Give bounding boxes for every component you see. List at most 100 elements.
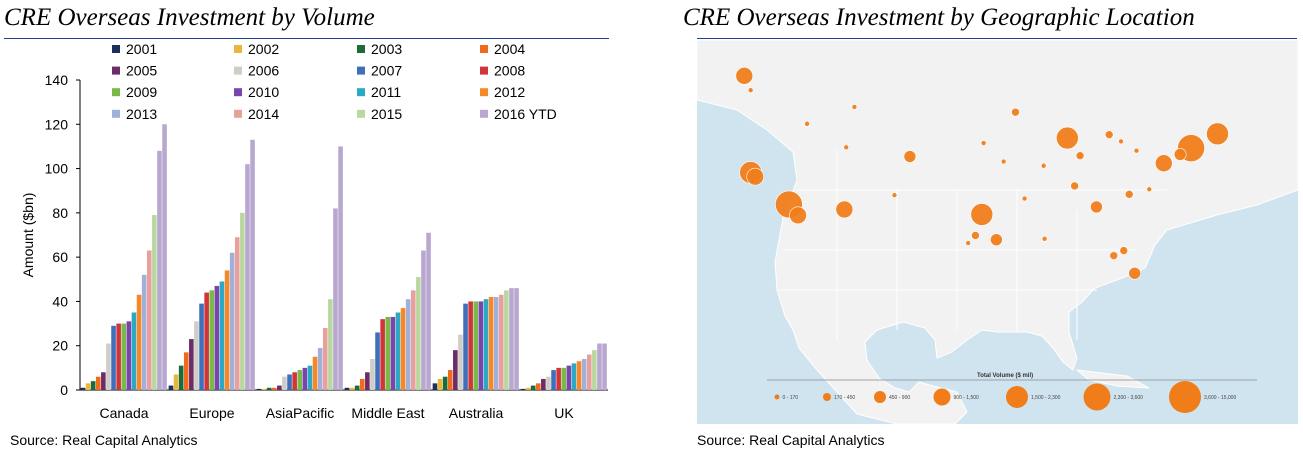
investment-marker: [1118, 138, 1124, 145]
map-legend-title: Total Volume ($ mil): [977, 373, 1033, 379]
y-tick-label: 0: [60, 382, 68, 398]
map-legend-label: 1,500 - 2,300: [1031, 395, 1061, 401]
bar-australia-2001: [432, 383, 438, 390]
bar-middle-east-2013: [405, 299, 411, 390]
legend-label: 2001: [126, 41, 157, 57]
investment-marker: [1090, 200, 1103, 214]
legend-label: 2014: [248, 106, 279, 122]
bar-uk-2003: [530, 385, 536, 390]
map-canvas: Total Volume ($ mil) 0 - 170 170 - 450 450…: [697, 40, 1298, 424]
bar-uk-2009: [561, 367, 567, 390]
legend-swatch: [357, 88, 365, 97]
bar-europe-_tail: [250, 139, 255, 390]
bar-canada-2014: [146, 250, 152, 390]
bar-middle-east-2014: [410, 290, 416, 390]
bar-uk-2010: [566, 365, 572, 390]
bar-australia-2011: [483, 299, 489, 390]
bar-asiapacific-2004: [271, 387, 277, 390]
legend-swatch: [234, 45, 242, 53]
investment-marker: [1000, 158, 1007, 165]
bar-canada-2010: [126, 321, 132, 390]
map-legend-label: 900 - 1,500: [954, 395, 980, 401]
bar-asiapacific-2001: [256, 388, 262, 390]
bar-middle-east-2015: [416, 277, 421, 390]
legend-label: 2010: [248, 84, 279, 100]
bar-uk-2016-ytd: [597, 343, 602, 390]
legend-label: 2005: [126, 63, 157, 79]
bar-uk-2013: [581, 359, 587, 390]
bar-europe-2005: [189, 339, 194, 390]
bar-canada-2007: [111, 325, 116, 390]
legend-label: 2004: [494, 41, 525, 57]
bar-australia-_tail: [514, 288, 519, 390]
bar-canada-_tail: [162, 124, 167, 391]
y-tick-label: 80: [52, 205, 68, 221]
legend-swatch: [480, 109, 488, 118]
bar-middle-east-2011: [395, 312, 401, 390]
legend-label: 2011: [371, 84, 401, 100]
map-legend-bubble: [1169, 381, 1201, 413]
map-legend-bubble: [1006, 386, 1028, 408]
investment-marker: [1041, 236, 1048, 242]
investment-marker: [1011, 107, 1020, 117]
map-legend-label: 170 - 450: [834, 395, 855, 401]
bar-europe-2001: [168, 385, 174, 390]
bar-asiapacific-2016-ytd: [333, 208, 338, 390]
bar-middle-east-2002: [349, 387, 355, 390]
map-legend-label: 450 - 900: [889, 395, 910, 401]
bar-canada-2002: [85, 383, 91, 390]
bar-australia-2002: [437, 378, 443, 390]
investment-marker: [1040, 162, 1047, 169]
bar-canada-2009: [121, 323, 127, 390]
map-legend-bubble: [774, 394, 780, 400]
bar-uk-2007: [551, 370, 556, 390]
legend-swatch: [357, 45, 365, 53]
y-tick-label: 140: [45, 72, 69, 88]
investment-marker: [1173, 148, 1187, 161]
bar-middle-east-2008: [380, 319, 385, 390]
bar-uk-2004: [535, 383, 541, 390]
bar-canada-2016-ytd: [157, 150, 162, 390]
bar-middle-east-2006: [370, 359, 375, 390]
legend-swatch: [234, 88, 242, 97]
investment-marker: [746, 167, 765, 186]
bar-australia-2015: [504, 290, 509, 390]
map-legend-label: 0 - 170: [783, 395, 799, 401]
bar-uk-2015: [592, 350, 597, 390]
bar-canada-2015: [152, 215, 157, 390]
bar-middle-east-2009: [385, 316, 391, 390]
legend-swatch: [112, 66, 120, 75]
bar-asiapacific-2006: [282, 376, 287, 390]
bar-canada-2008: [116, 323, 121, 390]
bar-middle-east-2007: [375, 332, 380, 390]
investment-marker: [735, 67, 754, 85]
map-legend-label: 3,600 - 15,000: [1204, 395, 1236, 401]
bar-canada-2003: [90, 381, 96, 390]
bar-middle-east-2001: [344, 387, 350, 390]
bar-europe-2008: [204, 292, 209, 390]
investment-marker: [971, 231, 980, 240]
investment-marker: [1146, 186, 1153, 193]
investment-marker: [789, 206, 807, 225]
map-source: Source: Real Capital Analytics: [697, 432, 885, 448]
state-borders: [777, 150, 1167, 340]
investment-marker: [1070, 181, 1079, 191]
investment-marker: [843, 144, 850, 151]
legend-label: 2009: [126, 84, 157, 100]
bar-australia-2013: [493, 297, 499, 390]
bar-europe-2012: [224, 270, 230, 390]
bar-canada-2012: [136, 294, 142, 390]
investment-markers: [735, 67, 1229, 280]
bar-europe-2011: [219, 281, 225, 390]
bar-canada-2006: [106, 343, 111, 390]
bar-middle-east-_tail: [426, 232, 431, 390]
bar-asiapacific-_tail: [338, 146, 343, 390]
bar-asiapacific-2007: [287, 374, 292, 390]
us-investment-map: Total Volume ($ mil) 0 - 170 170 - 450 450…: [697, 40, 1298, 424]
y-axis-label: Amount ($bn): [20, 193, 36, 278]
title-underline: [4, 38, 609, 39]
chart-title: CRE Overseas Investment by Volume: [4, 4, 375, 31]
bar-australia-2009: [473, 301, 479, 390]
legend-label: 2002: [248, 41, 279, 57]
investment-marker: [1124, 190, 1134, 199]
